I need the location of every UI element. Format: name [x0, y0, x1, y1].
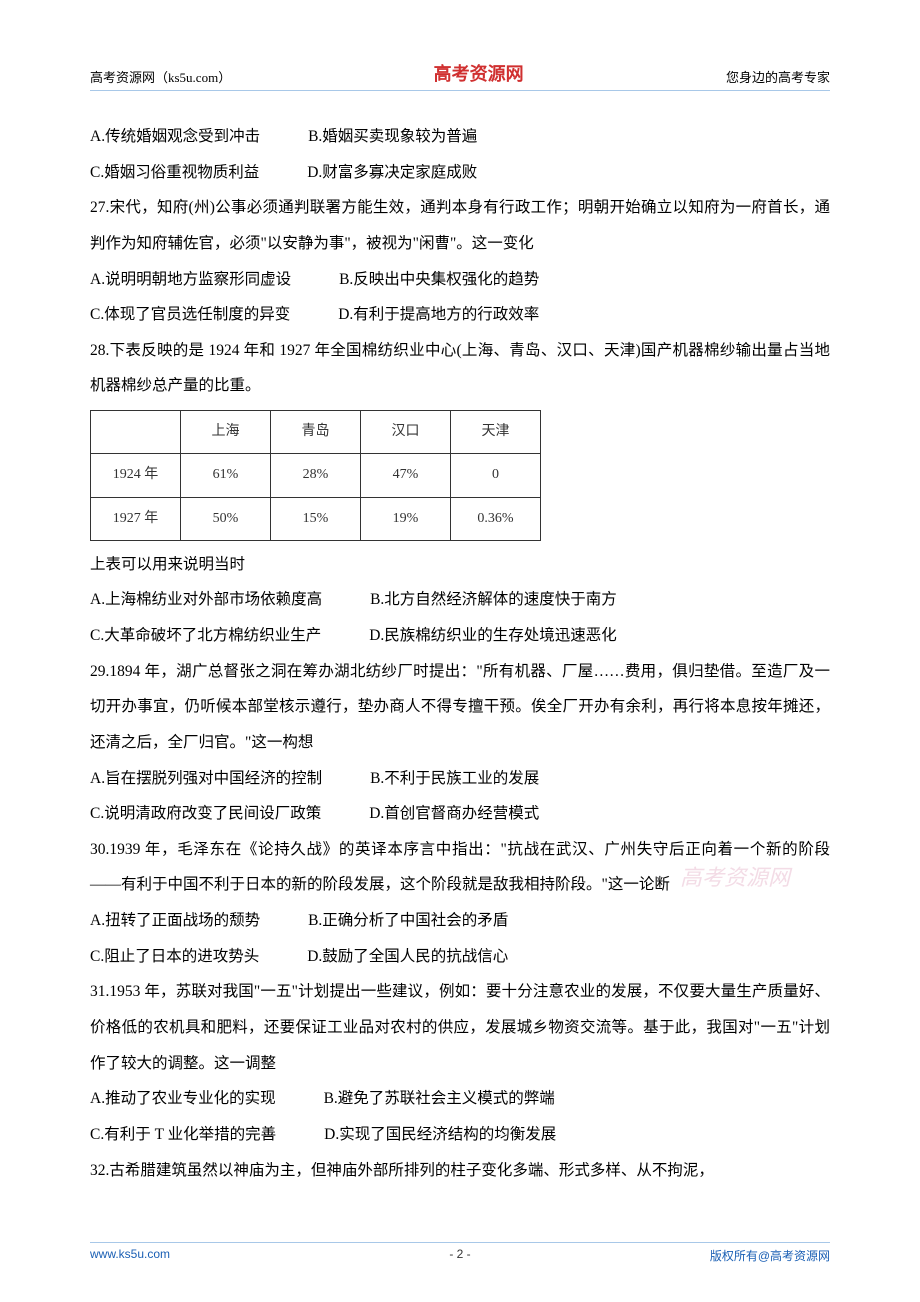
footer-center: - 2 -	[449, 1247, 470, 1261]
page-footer: www.ks5u.com - 2 - 版权所有@高考资源网	[90, 1242, 830, 1264]
header-center: 高考资源网	[434, 60, 524, 86]
q31-option-d: D.实现了国民经济结构的均衡发展	[324, 1117, 556, 1153]
footer-left: www.ks5u.com	[90, 1247, 170, 1264]
footer-right: 版权所有@高考资源网	[710, 1247, 830, 1264]
q29-option-d: D.首创官督商办经营模式	[369, 796, 539, 832]
q29-stem: 29.1894 年，湖广总督张之洞在筹办湖北纺纱厂时提出："所有机器、厂屋……费…	[90, 654, 830, 761]
page-header: 高考资源网（ks5u.com） 高考资源网 您身边的高考专家	[90, 60, 830, 91]
q28-stem: 28.下表反映的是 1924 年和 1927 年全国棉纺织业中心(上海、青岛、汉…	[90, 333, 830, 404]
q28-table: 上海 青岛 汉口 天津 1924 年 61% 28% 47% 0 1927 年 …	[90, 410, 541, 541]
q29-option-c: C.说明清政府改变了民间设厂政策	[90, 796, 321, 832]
q29-option-a: A.旨在摆脱列强对中国经济的控制	[90, 761, 322, 797]
q26-option-b: B.婚姻买卖现象较为普遍	[308, 119, 477, 155]
q28-option-d: D.民族棉纺织业的生存处境迅速恶化	[369, 618, 617, 654]
q27-option-b: B.反映出中央集权强化的趋势	[339, 262, 539, 298]
document-body: A.传统婚姻观念受到冲击 B.婚姻买卖现象较为普遍 C.婚姻习俗重视物质利益 D…	[90, 119, 830, 1188]
table-cell: 61%	[181, 454, 271, 497]
table-cell: 0.36%	[451, 497, 541, 540]
table-cell: 青岛	[271, 411, 361, 454]
q32-stem: 32.古希腊建筑虽然以神庙为主，但神庙外部所排列的柱子变化多端、形式多样、从不拘…	[90, 1153, 830, 1189]
q26-option-a: A.传统婚姻观念受到冲击	[90, 119, 260, 155]
q28-option-c: C.大革命破坏了北方棉纺织业生产	[90, 618, 321, 654]
table-cell: 15%	[271, 497, 361, 540]
table-cell: 1924 年	[91, 454, 181, 497]
q29-option-b: B.不利于民族工业的发展	[370, 761, 539, 797]
q31-option-c: C.有利于 T 业化举措的完善	[90, 1117, 276, 1153]
table-cell: 0	[451, 454, 541, 497]
table-cell: 1927 年	[91, 497, 181, 540]
table-cell	[91, 411, 181, 454]
table-row: 上海 青岛 汉口 天津	[91, 411, 541, 454]
table-row: 1927 年 50% 15% 19% 0.36%	[91, 497, 541, 540]
q31-option-a: A.推动了农业专业化的实现	[90, 1081, 276, 1117]
q30-option-c: C.阻止了日本的进攻势头	[90, 939, 259, 975]
header-right: 您身边的高考专家	[726, 67, 830, 86]
table-cell: 19%	[361, 497, 451, 540]
q31-option-b: B.避免了苏联社会主义模式的弊端	[324, 1081, 555, 1117]
q28-option-b: B.北方自然经济解体的速度快于南方	[370, 582, 617, 618]
q26-option-d: D.财富多寡决定家庭成败	[307, 155, 477, 191]
table-cell: 47%	[361, 454, 451, 497]
q27-option-d: D.有利于提高地方的行政效率	[338, 297, 539, 333]
table-row: 1924 年 61% 28% 47% 0	[91, 454, 541, 497]
header-left: 高考资源网（ks5u.com）	[90, 67, 231, 86]
q28-lead: 上表可以用来说明当时	[90, 547, 830, 583]
table-cell: 汉口	[361, 411, 451, 454]
q31-stem: 31.1953 年，苏联对我国"一五"计划提出一些建议，例如：要十分注意农业的发…	[90, 974, 830, 1081]
q27-stem: 27.宋代，知府(州)公事必须通判联署方能生效，通判本身有行政工作；明朝开始确立…	[90, 190, 830, 261]
q30-option-a: A.扭转了正面战场的颓势	[90, 903, 260, 939]
q28-option-a: A.上海棉纺业对外部市场依赖度高	[90, 582, 322, 618]
table-cell: 天津	[451, 411, 541, 454]
q27-option-a: A.说明明朝地方监察形同虚设	[90, 262, 291, 298]
table-cell: 28%	[271, 454, 361, 497]
table-cell: 50%	[181, 497, 271, 540]
q26-option-c: C.婚姻习俗重视物质利益	[90, 155, 259, 191]
q27-option-c: C.体现了官员选任制度的异变	[90, 297, 290, 333]
watermark: 高考资源网	[680, 860, 790, 892]
q30-option-b: B.正确分析了中国社会的矛盾	[308, 903, 508, 939]
table-cell: 上海	[181, 411, 271, 454]
q30-option-d: D.鼓励了全国人民的抗战信心	[307, 939, 508, 975]
